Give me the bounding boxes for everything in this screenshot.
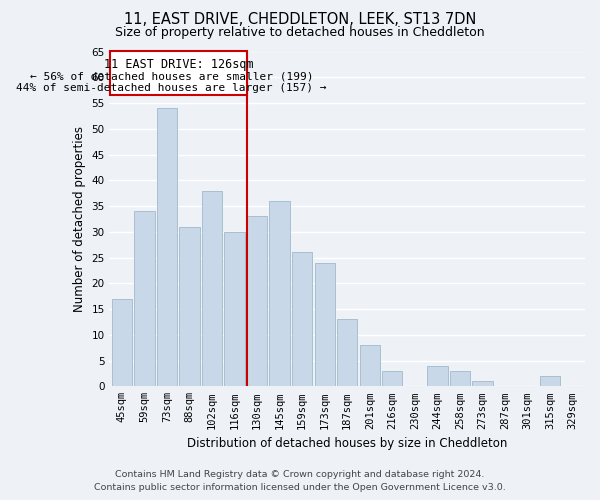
Text: ← 56% of detached houses are smaller (199): ← 56% of detached houses are smaller (19… (30, 71, 313, 81)
Bar (382, 371, 403, 386)
Bar (472, 381, 493, 386)
Bar (247, 216, 267, 386)
Bar (337, 320, 358, 386)
X-axis label: Distribution of detached houses by size in Cheddleton: Distribution of detached houses by size … (187, 437, 508, 450)
Bar (359, 345, 380, 387)
Bar (450, 371, 470, 386)
Bar (157, 108, 177, 386)
Text: 11 EAST DRIVE: 126sqm: 11 EAST DRIVE: 126sqm (104, 58, 253, 70)
Bar (202, 190, 222, 386)
Y-axis label: Number of detached properties: Number of detached properties (73, 126, 86, 312)
Bar (427, 366, 448, 386)
Text: 11, EAST DRIVE, CHEDDLETON, LEEK, ST13 7DN: 11, EAST DRIVE, CHEDDLETON, LEEK, ST13 7… (124, 12, 476, 28)
Bar (314, 262, 335, 386)
Bar (224, 232, 245, 386)
Bar (179, 226, 200, 386)
FancyBboxPatch shape (110, 52, 247, 96)
Text: Size of property relative to detached houses in Cheddleton: Size of property relative to detached ho… (115, 26, 485, 39)
Bar (134, 211, 155, 386)
Bar (292, 252, 312, 386)
Text: Contains HM Land Registry data © Crown copyright and database right 2024.
Contai: Contains HM Land Registry data © Crown c… (94, 470, 506, 492)
Bar (112, 298, 132, 386)
Bar (269, 201, 290, 386)
Bar (540, 376, 560, 386)
Text: 44% of semi-detached houses are larger (157) →: 44% of semi-detached houses are larger (… (16, 84, 327, 94)
